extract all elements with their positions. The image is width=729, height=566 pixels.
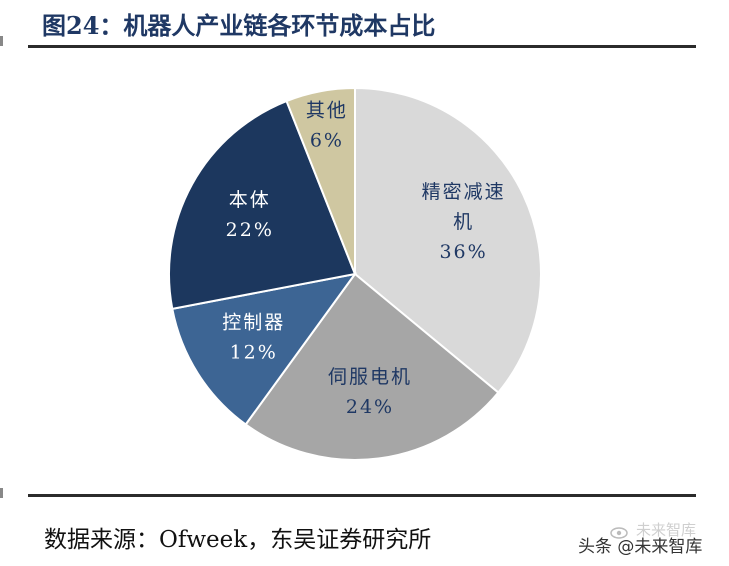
edge-mark-bottom xyxy=(0,488,3,498)
slice-name-2: 控制器 xyxy=(222,311,285,333)
slice-label-0: 精密减速机 36% xyxy=(422,181,506,263)
slice-label-3: 本体 22% xyxy=(226,189,274,241)
slice-value-2: 12% xyxy=(230,341,278,363)
slice-name-0: 机 xyxy=(453,211,474,233)
slice-name-3: 本体 xyxy=(229,189,271,211)
pie-slice-0 xyxy=(354,86,542,394)
watermark-handle: 头条 @未来智库 xyxy=(578,537,703,557)
bottom-rule xyxy=(28,494,696,497)
pie-slice-2 xyxy=(171,272,358,426)
pie-slice-4 xyxy=(285,86,356,275)
slice-value-0: 36% xyxy=(439,241,487,263)
top-rule xyxy=(28,45,696,48)
slice-value-1: 24% xyxy=(346,396,394,418)
slice-value-4: 6% xyxy=(310,130,344,152)
slice-label-4: 其他 6% xyxy=(306,100,348,152)
slice-name-0: 精密减速 xyxy=(422,181,506,203)
slice-label-2: 控制器 12% xyxy=(222,311,285,363)
figure-title: 图24：机器人产业链各环节成本占比 xyxy=(42,11,436,40)
slice-name-1: 伺服电机 xyxy=(328,366,412,388)
pie-slice-3 xyxy=(168,99,357,311)
slice-name-4: 其他 xyxy=(306,100,348,122)
edge-mark-top xyxy=(0,36,3,46)
watermark-text: 未来智库 xyxy=(636,521,697,539)
slice-label-1: 伺服电机 24% xyxy=(328,366,412,418)
slice-value-3: 22% xyxy=(226,219,274,241)
source-note: 数据来源：Ofweek，东吴证券研究所 xyxy=(44,527,432,553)
pie-slice-1 xyxy=(244,272,500,461)
eye-icon xyxy=(610,527,628,539)
